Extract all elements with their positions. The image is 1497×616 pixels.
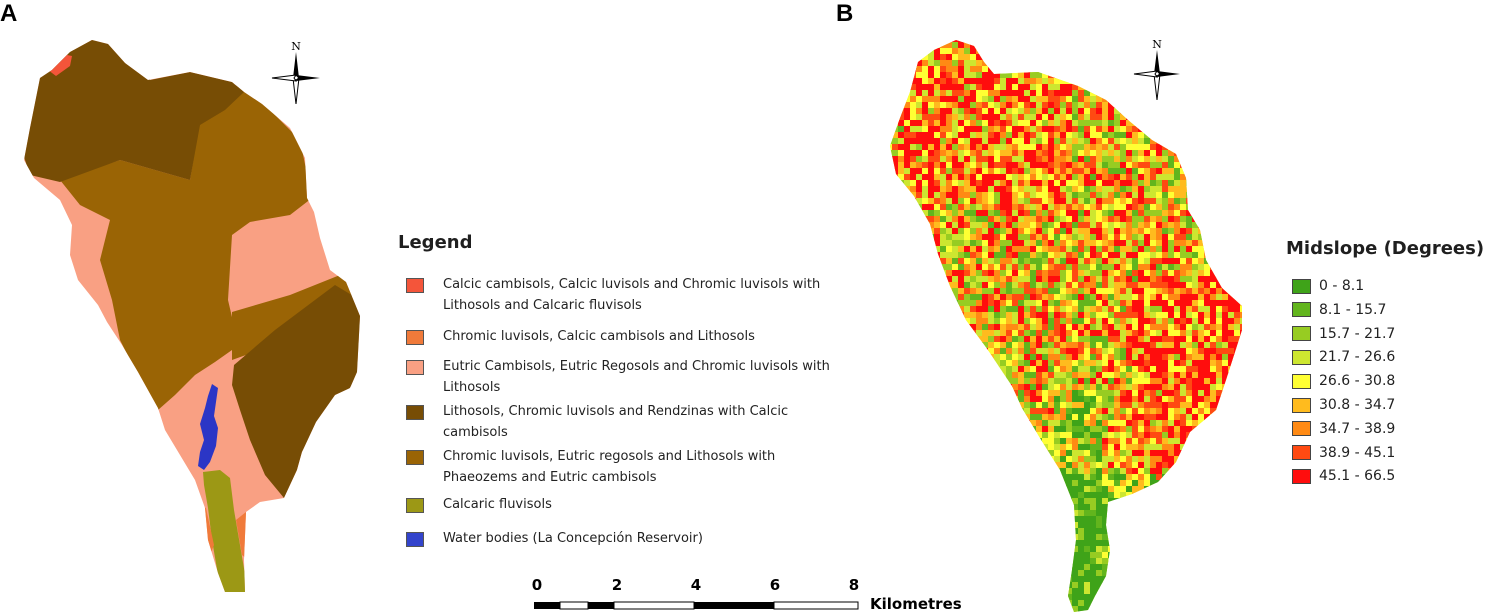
legend-label: Lithosols, Chromic luvisols and Rendzina… bbox=[443, 404, 789, 440]
soil-legend-item: Calcic cambisols, Calcic luvisols and Ch… bbox=[406, 274, 843, 316]
legend-label: Calcaric fluvisols bbox=[443, 497, 552, 512]
slope-legend-item: 21.7 - 26.6 bbox=[1292, 348, 1395, 366]
scale-bar-graphic bbox=[534, 601, 859, 610]
scale-tick-label: 6 bbox=[769, 576, 781, 594]
slope-legend-item: 30.8 - 34.7 bbox=[1292, 396, 1395, 414]
reservoir-water-body bbox=[198, 384, 218, 470]
scale-unit-label: Kilometres bbox=[870, 595, 962, 613]
legend-label: Calcic cambisols, Calcic luvisols and Ch… bbox=[443, 277, 821, 313]
slope-legend-item: 38.9 - 45.1 bbox=[1292, 444, 1395, 462]
slope-legend-item: 34.7 - 38.9 bbox=[1292, 420, 1395, 438]
legend-label: Water bodies (La Concepción Reservoir) bbox=[443, 531, 703, 546]
soil-legend-item: Eutric Cambisols, Eutric Regosols and Ch… bbox=[406, 356, 843, 398]
slope-map bbox=[890, 40, 1242, 612]
slope-legend-item: 15.7 - 21.7 bbox=[1292, 325, 1395, 343]
legend-swatch bbox=[1292, 445, 1311, 461]
soil-legend-item: Lithosols, Chromic luvisols and Rendzina… bbox=[406, 401, 843, 443]
legend-label: 34.7 - 38.9 bbox=[1319, 420, 1396, 437]
legend-swatch bbox=[406, 330, 424, 345]
slope-legend-item: 45.1 - 66.5 bbox=[1292, 467, 1395, 485]
legend-swatch bbox=[1292, 278, 1311, 294]
soil-zone-lithosols-nw bbox=[24, 40, 244, 182]
legend-swatch bbox=[1292, 397, 1311, 413]
legend-label: 0 - 8.1 bbox=[1319, 278, 1365, 294]
legend-swatch bbox=[1292, 373, 1311, 389]
legend-label: Chromic luvisols, Eutric regosols and Li… bbox=[443, 449, 776, 485]
soil-zone-chromic-luvisols bbox=[60, 40, 312, 410]
soil-legend-item: Water bodies (La Concepción Reservoir) bbox=[406, 528, 843, 549]
soil-legend-item: Calcaric fluvisols bbox=[406, 494, 843, 515]
scale-tick-label: 2 bbox=[611, 576, 623, 594]
north-label: N bbox=[291, 40, 301, 53]
legend-label: 26.6 - 30.8 bbox=[1319, 373, 1396, 390]
soil-map bbox=[24, 40, 360, 592]
legend-swatch bbox=[406, 405, 424, 420]
soil-zone-calcaric-fluvisols bbox=[203, 470, 246, 592]
north-arrow-icon bbox=[1133, 50, 1180, 101]
legend-swatch bbox=[1292, 349, 1311, 365]
slope-legend-item: 26.6 - 30.8 bbox=[1292, 372, 1395, 390]
legend-swatch bbox=[1292, 421, 1311, 437]
slope-raster bbox=[890, 40, 1242, 612]
legend-label: 8.1 - 15.7 bbox=[1319, 301, 1387, 318]
slope-legend-item: 8.1 - 15.7 bbox=[1292, 301, 1386, 319]
soil-zone-calcic-cambisols bbox=[48, 54, 72, 76]
legend-label: Chromic luvisols, Calcic cambisols and L… bbox=[443, 329, 755, 344]
soil-legend-item: Chromic luvisols, Eutric regosols and Li… bbox=[406, 446, 843, 488]
legend-label: Eutric Cambisols, Eutric Regosols and Ch… bbox=[443, 359, 830, 395]
scale-tick-label: 8 bbox=[848, 576, 860, 594]
legend-swatch bbox=[406, 450, 424, 465]
legend-label: 38.9 - 45.1 bbox=[1319, 444, 1396, 461]
legend-swatch bbox=[1292, 302, 1311, 318]
soil-legend-item: Chromic luvisols, Calcic cambisols and L… bbox=[406, 326, 843, 347]
legend-label: 30.8 - 34.7 bbox=[1319, 397, 1396, 413]
legend-swatch bbox=[406, 278, 424, 293]
north-arrow-icon bbox=[271, 52, 320, 105]
north-label: N bbox=[1152, 38, 1162, 51]
panel-label-b: B bbox=[836, 0, 854, 27]
scale-tick-label: 0 bbox=[531, 576, 543, 594]
legend-label: 15.7 - 21.7 bbox=[1319, 325, 1396, 342]
soil-zone-lithosols-se bbox=[232, 285, 360, 498]
legend-swatch bbox=[406, 532, 424, 547]
legend-label: 45.1 - 66.5 bbox=[1319, 468, 1396, 485]
soil-legend-title: Legend bbox=[398, 232, 473, 253]
slope-legend-item: 0 - 8.1 bbox=[1292, 277, 1364, 295]
legend-swatch bbox=[1292, 468, 1311, 484]
north-arrow-b: N bbox=[1132, 38, 1182, 102]
north-arrow-a: N bbox=[270, 40, 322, 106]
slope-legend-title: Midslope (Degrees) bbox=[1286, 238, 1485, 259]
panel-label-a: A bbox=[0, 0, 18, 27]
legend-label: 21.7 - 26.6 bbox=[1319, 349, 1396, 366]
legend-swatch bbox=[406, 498, 424, 513]
legend-swatch bbox=[406, 360, 424, 375]
scale-bar: 0 2 4 6 8 Kilometres bbox=[520, 576, 990, 616]
scale-tick-label: 4 bbox=[690, 576, 702, 594]
legend-swatch bbox=[1292, 326, 1311, 342]
